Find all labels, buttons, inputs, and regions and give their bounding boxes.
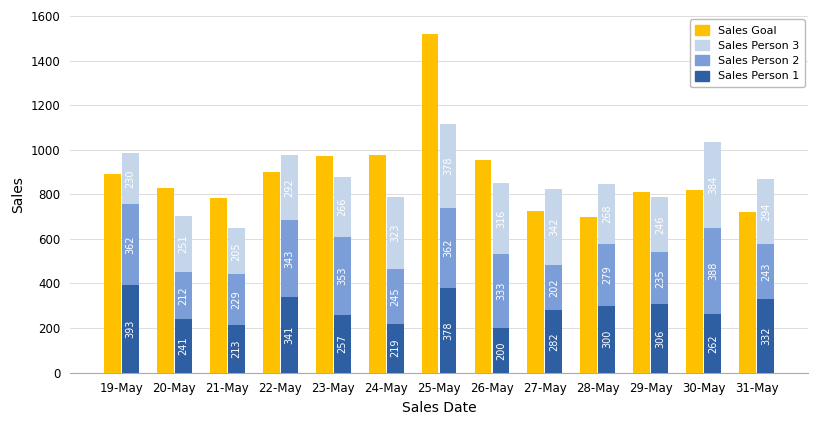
Text: 245: 245 <box>390 287 400 306</box>
Bar <box>156 188 174 373</box>
Text: 384: 384 <box>708 176 718 194</box>
Bar <box>104 174 120 373</box>
Text: 292: 292 <box>284 178 294 197</box>
Bar <box>387 197 404 269</box>
Text: 213: 213 <box>231 340 241 358</box>
Bar <box>704 314 722 373</box>
Bar <box>545 189 563 265</box>
Text: 279: 279 <box>602 265 612 284</box>
Bar <box>492 328 509 373</box>
Text: 388: 388 <box>708 262 718 280</box>
Text: 241: 241 <box>179 337 188 355</box>
Text: 341: 341 <box>284 325 294 344</box>
Bar <box>122 285 138 373</box>
Bar <box>758 179 774 245</box>
Bar <box>122 204 138 285</box>
Text: 342: 342 <box>549 217 559 236</box>
Bar <box>228 274 245 325</box>
Bar <box>422 34 438 373</box>
Bar <box>333 315 351 373</box>
Text: 294: 294 <box>761 202 771 221</box>
Bar <box>174 319 192 373</box>
Text: 282: 282 <box>549 332 559 351</box>
Bar <box>599 184 615 244</box>
Bar <box>704 228 722 314</box>
Bar <box>758 299 774 373</box>
Bar <box>228 325 245 373</box>
Bar <box>263 172 279 373</box>
Text: 300: 300 <box>602 330 612 348</box>
Text: 246: 246 <box>655 216 665 234</box>
Bar <box>758 245 774 299</box>
Bar <box>387 269 404 324</box>
Text: 243: 243 <box>761 262 771 281</box>
Bar <box>369 155 386 373</box>
Text: 257: 257 <box>337 334 347 353</box>
Bar <box>281 296 297 373</box>
Text: 306: 306 <box>655 329 665 348</box>
Text: 378: 378 <box>443 156 453 175</box>
Text: 332: 332 <box>761 326 771 345</box>
Bar <box>545 265 563 310</box>
Text: 323: 323 <box>390 224 400 242</box>
Bar <box>387 324 404 373</box>
Text: 230: 230 <box>125 170 135 188</box>
X-axis label: Sales Date: Sales Date <box>401 401 477 415</box>
Bar <box>174 216 192 272</box>
Bar <box>651 305 668 373</box>
Y-axis label: Sales: Sales <box>11 176 25 213</box>
Bar <box>633 192 650 373</box>
Text: 378: 378 <box>443 321 453 340</box>
Bar <box>174 272 192 319</box>
Bar <box>122 153 138 204</box>
Text: 251: 251 <box>179 234 188 253</box>
Bar <box>599 306 615 373</box>
Bar <box>492 184 509 254</box>
Bar <box>474 160 491 373</box>
Text: 353: 353 <box>337 267 347 285</box>
Text: 316: 316 <box>496 210 506 228</box>
Text: 212: 212 <box>179 286 188 305</box>
Text: 262: 262 <box>708 334 718 353</box>
Text: 266: 266 <box>337 198 347 216</box>
Text: 343: 343 <box>284 249 294 268</box>
Bar <box>440 288 456 373</box>
Bar <box>315 156 333 373</box>
Bar <box>740 212 756 373</box>
Bar <box>333 237 351 315</box>
Text: 202: 202 <box>549 278 559 296</box>
Text: 235: 235 <box>655 269 665 288</box>
Text: 205: 205 <box>231 242 241 261</box>
Bar <box>651 197 668 252</box>
Text: 200: 200 <box>496 341 506 360</box>
Bar <box>440 208 456 288</box>
Bar <box>599 244 615 306</box>
Text: 229: 229 <box>231 291 241 309</box>
Bar <box>210 198 227 373</box>
Bar <box>492 254 509 328</box>
Bar <box>581 217 597 373</box>
Legend: Sales Goal, Sales Person 3, Sales Person 2, Sales Person 1: Sales Goal, Sales Person 3, Sales Person… <box>690 20 804 87</box>
Text: 333: 333 <box>496 282 506 300</box>
Bar <box>651 252 668 305</box>
Text: 393: 393 <box>125 320 135 338</box>
Bar <box>440 124 456 208</box>
Bar <box>545 310 563 373</box>
Text: 219: 219 <box>390 339 400 357</box>
Text: 362: 362 <box>443 239 453 257</box>
Bar <box>281 155 297 220</box>
Bar <box>686 190 704 373</box>
Bar <box>333 177 351 237</box>
Bar <box>527 211 545 373</box>
Bar <box>704 142 722 228</box>
Bar <box>228 228 245 274</box>
Text: 362: 362 <box>125 236 135 254</box>
Bar <box>281 220 297 296</box>
Text: 268: 268 <box>602 204 612 223</box>
